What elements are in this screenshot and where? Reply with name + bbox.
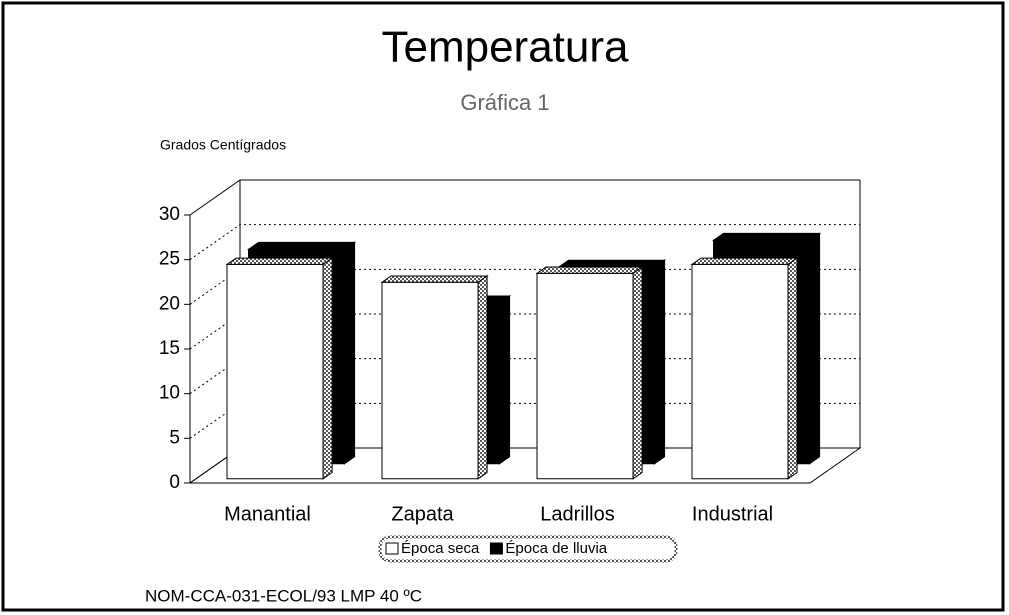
- chart-subtitle: Gráfica 1: [460, 90, 549, 115]
- legend-swatch: [385, 542, 399, 555]
- y-tick-label: 20: [159, 293, 180, 314]
- y-tick-label: 25: [159, 249, 180, 270]
- legend-box: [378, 535, 678, 563]
- bar-top: [225, 257, 334, 265]
- bar-front: [691, 263, 789, 480]
- bar-top: [711, 232, 822, 241]
- x-tick-label: Manantial: [224, 503, 311, 525]
- bar-front: [381, 281, 479, 480]
- bar-side: [477, 275, 488, 480]
- bar-side: [499, 294, 511, 465]
- bar-top: [380, 275, 489, 283]
- footnote: NOM-CCA-031-ECOL/93 LMP 40 ºC: [145, 586, 422, 605]
- y-tick-label: 30: [159, 204, 180, 225]
- legend-label: Época de lluvia: [505, 540, 607, 557]
- legend-swatch: [489, 542, 503, 555]
- bar-top: [690, 257, 799, 265]
- x-tick-label: Industrial: [692, 503, 773, 525]
- y-axis-label: Grados Centígrados: [160, 137, 286, 153]
- bar: [535, 266, 644, 480]
- bar-front: [226, 263, 324, 480]
- y-tick-label: 5: [169, 427, 180, 448]
- chart-title: Temperatura: [381, 23, 629, 72]
- y-tick-label: 10: [159, 383, 180, 404]
- bar-top: [556, 259, 667, 268]
- bar-top: [535, 266, 644, 274]
- x-tick-label: Zapata: [391, 503, 454, 525]
- bar-front: [536, 272, 634, 480]
- bar: [225, 257, 334, 480]
- bar-side: [632, 266, 643, 480]
- legend: Época seca Época de lluvia: [378, 535, 678, 563]
- bar-side: [322, 257, 333, 480]
- bar-top: [246, 241, 357, 250]
- y-tick-label: 15: [159, 338, 180, 359]
- grid-line: [189, 179, 860, 216]
- bar: [380, 275, 489, 480]
- bar-side: [344, 241, 356, 465]
- y-tick-label: 0: [169, 472, 180, 493]
- grid-line: [189, 224, 860, 261]
- x-tick-label: Ladrillos: [540, 503, 614, 525]
- bar-side: [787, 257, 798, 480]
- bar-side: [809, 232, 821, 465]
- bar: [690, 257, 799, 480]
- bar-side: [654, 259, 666, 465]
- legend-label: Época seca: [401, 540, 480, 557]
